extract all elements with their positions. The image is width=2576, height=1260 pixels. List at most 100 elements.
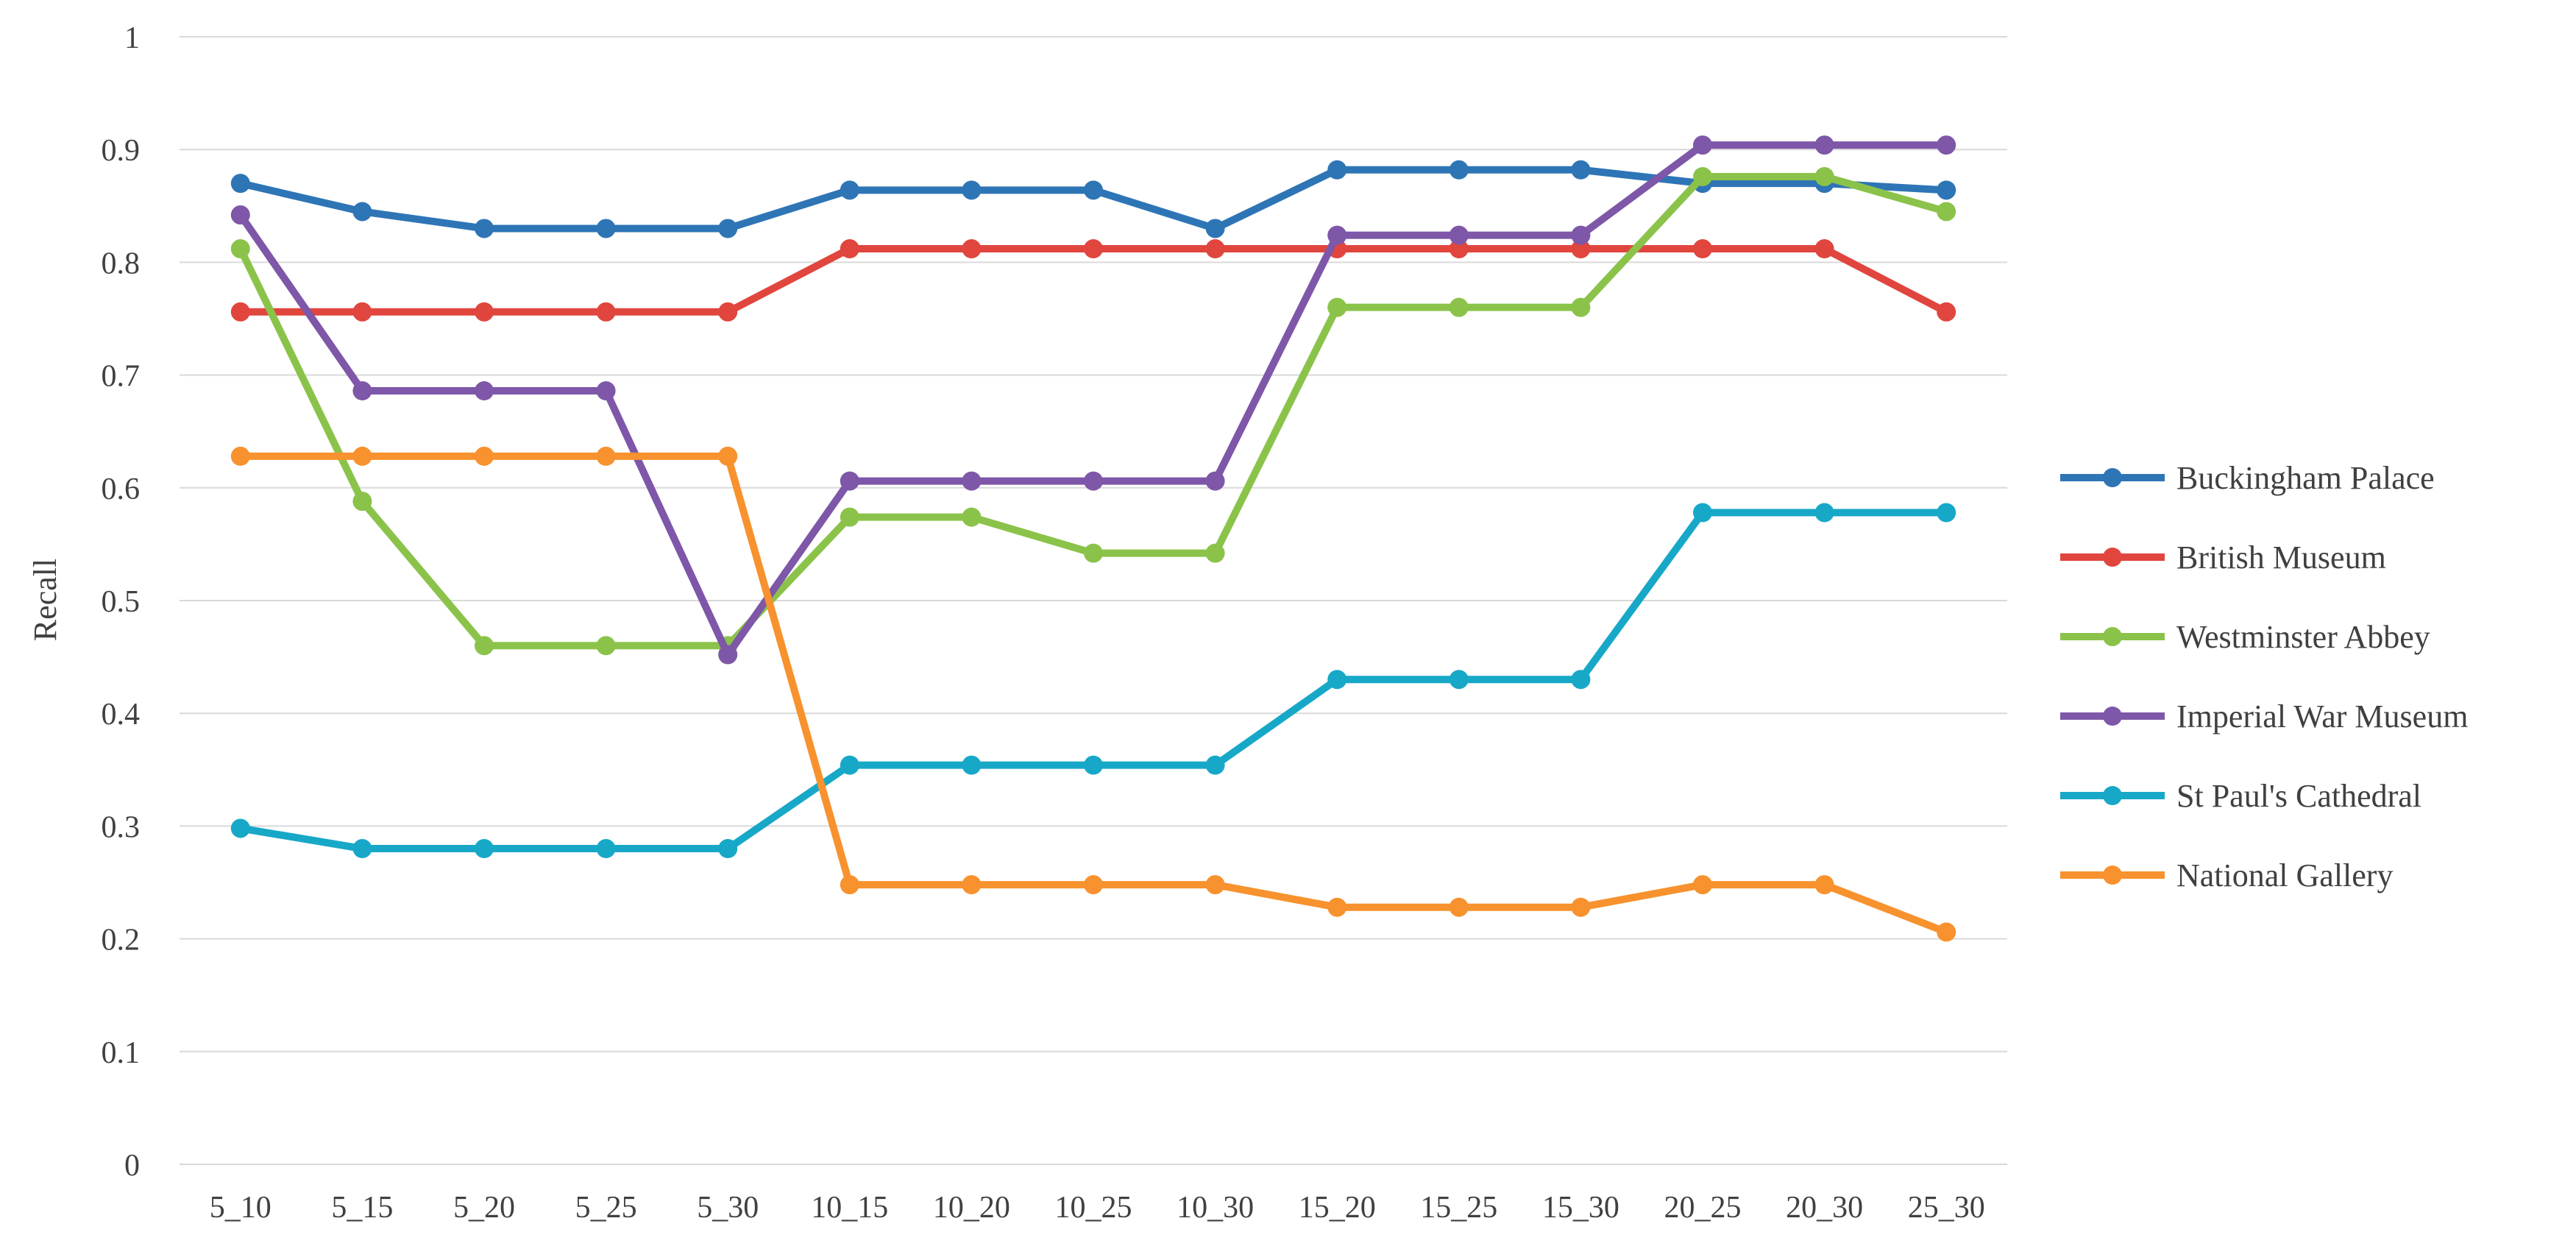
- data-point: [1937, 922, 1956, 942]
- data-point: [596, 302, 616, 322]
- data-point: [840, 180, 859, 200]
- data-point: [1449, 670, 1469, 690]
- data-point: [718, 302, 738, 322]
- data-point: [1327, 297, 1347, 317]
- data-point: [1205, 471, 1225, 491]
- data-point: [1571, 225, 1591, 245]
- data-point: [1205, 219, 1225, 238]
- data-point: [230, 302, 250, 322]
- data-point: [1571, 160, 1591, 180]
- series-group: [230, 446, 1956, 942]
- data-point: [1814, 239, 1834, 259]
- legend-swatch-marker: [2103, 468, 2122, 487]
- x-tick-label: 5_20: [453, 1191, 515, 1225]
- data-point: [962, 755, 982, 775]
- data-point: [1084, 875, 1103, 895]
- y-tick-label: 0.4: [102, 698, 141, 732]
- data-point: [1693, 239, 1712, 259]
- x-tick-label: 5_25: [575, 1191, 637, 1225]
- y-tick-label: 0.1: [102, 1036, 141, 1070]
- data-point: [1084, 471, 1103, 491]
- x-tick-label: 10_25: [1055, 1191, 1132, 1225]
- legend-label: St Paul's Cathedral: [2176, 778, 2421, 814]
- y-axis-label: Recall: [27, 559, 63, 641]
- data-point: [1084, 543, 1103, 563]
- data-point: [1327, 670, 1347, 690]
- data-point: [1449, 160, 1469, 180]
- legend-item: St Paul's Cathedral: [2060, 778, 2421, 814]
- legend-swatch-marker: [2103, 866, 2122, 885]
- data-point: [1937, 503, 1956, 523]
- x-tick-label: 5_30: [697, 1191, 759, 1225]
- data-point: [718, 645, 738, 665]
- data-point: [1084, 239, 1103, 259]
- data-point: [596, 381, 616, 401]
- data-point: [1814, 503, 1834, 523]
- legend-label: British Museum: [2176, 539, 2386, 576]
- data-point: [962, 471, 982, 491]
- data-point: [1937, 302, 1956, 322]
- data-point: [1693, 875, 1712, 895]
- data-point: [1449, 225, 1469, 245]
- legend-item: Imperial War Museum: [2060, 698, 2468, 735]
- data-point: [1571, 239, 1591, 259]
- x-tick-label: 10_20: [933, 1191, 1010, 1225]
- data-point: [352, 492, 372, 512]
- data-point: [1205, 875, 1225, 895]
- x-tick-label: 20_30: [1786, 1191, 1863, 1225]
- x-tick-label: 15_20: [1299, 1191, 1376, 1225]
- legend-swatch-marker: [2103, 786, 2122, 805]
- data-point: [1571, 670, 1591, 690]
- data-point: [840, 507, 859, 527]
- data-point: [1693, 503, 1712, 523]
- data-point: [230, 174, 250, 194]
- data-point: [1814, 166, 1834, 186]
- data-point: [1937, 135, 1956, 155]
- data-point: [352, 839, 372, 859]
- y-tick-label: 0.3: [102, 810, 141, 844]
- data-point: [352, 381, 372, 401]
- data-point: [1693, 135, 1712, 155]
- x-tick-label: 25_30: [1908, 1191, 1985, 1225]
- x-tick-label: 10_15: [811, 1191, 888, 1225]
- data-point: [596, 446, 616, 466]
- legend-item: Buckingham Palace: [2060, 460, 2435, 496]
- x-tick-label: 10_30: [1177, 1191, 1254, 1225]
- data-point: [718, 446, 738, 466]
- data-point: [840, 471, 859, 491]
- data-point: [475, 636, 494, 656]
- series-lines: [230, 135, 1956, 942]
- legend: Buckingham Palace British Museum Westminst…: [2060, 460, 2468, 893]
- legend-item: National Gallery: [2060, 857, 2393, 893]
- legend-label: National Gallery: [2176, 857, 2393, 893]
- data-point: [1327, 225, 1347, 245]
- y-axis-ticks: 0 0.1 0.2 0.3 0.4 0.5 0.6 0.7 0.8 0.9 1: [102, 21, 141, 1183]
- data-point: [1814, 875, 1834, 895]
- data-point: [962, 239, 982, 259]
- data-point: [840, 875, 859, 895]
- y-tick-label: 0.2: [102, 924, 141, 958]
- x-tick-label: 20_25: [1664, 1191, 1742, 1225]
- data-point: [475, 219, 494, 238]
- data-point: [352, 302, 372, 322]
- data-point: [475, 381, 494, 401]
- series-group: [230, 135, 1956, 665]
- data-point: [1449, 297, 1469, 317]
- data-point: [1084, 755, 1103, 775]
- data-point: [475, 446, 494, 466]
- legend-label: Buckingham Palace: [2176, 460, 2435, 496]
- y-tick-label: 0: [124, 1149, 140, 1183]
- data-point: [962, 180, 982, 200]
- data-point: [230, 446, 250, 466]
- data-point: [962, 875, 982, 895]
- data-point: [230, 818, 250, 838]
- series-group: [230, 239, 1956, 322]
- legend-item: British Museum: [2060, 539, 2386, 576]
- y-tick-label: 1: [124, 21, 140, 55]
- data-point: [962, 507, 982, 527]
- legend-swatch-marker: [2103, 548, 2122, 567]
- legend-item: Westminster Abbey: [2060, 619, 2430, 655]
- legend-swatch-marker: [2103, 627, 2122, 646]
